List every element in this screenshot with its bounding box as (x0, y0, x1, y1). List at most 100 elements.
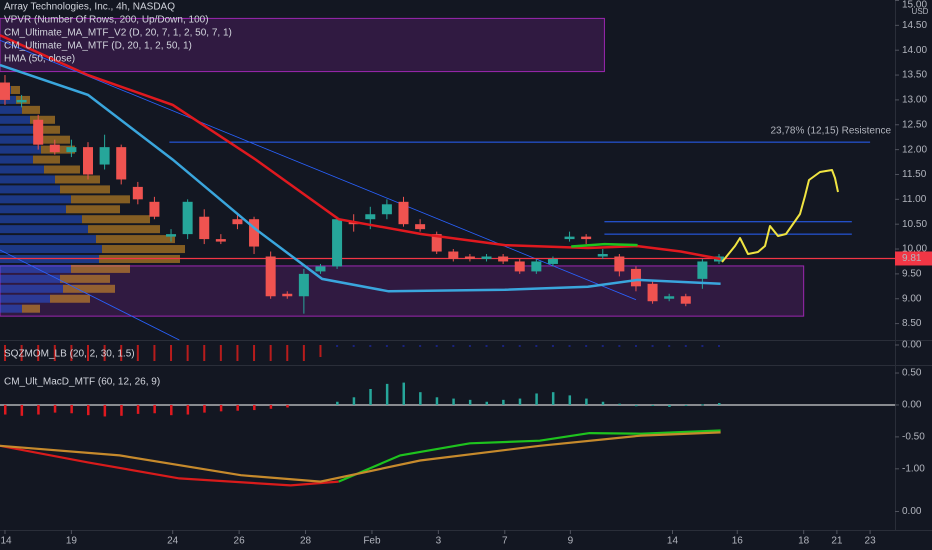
volume-up (0, 225, 88, 234)
volume-up (0, 195, 71, 204)
unit-label: USD (912, 7, 929, 16)
candle-body (332, 219, 343, 267)
last-price-label: 9.81 (902, 253, 922, 264)
trend-line (0, 249, 180, 341)
moving-average (571, 242, 638, 248)
y-tick-label: 0.00 (902, 400, 922, 411)
momentum-bar (302, 345, 305, 361)
macd-bar (269, 404, 273, 409)
macd-bar (53, 404, 57, 413)
macd-bar (402, 382, 405, 405)
candle-body (664, 296, 675, 299)
macd-bar (20, 404, 24, 416)
macd-bar (186, 404, 190, 415)
macd-bar (601, 401, 605, 405)
macd-bar (136, 404, 140, 414)
momentum-bar (136, 345, 139, 361)
momentum-bar (186, 345, 189, 361)
volume-up (0, 235, 96, 244)
volume-up (0, 264, 71, 273)
x-tick-label: 16 (732, 536, 744, 547)
macd-bar (369, 388, 372, 405)
macd-line (0, 431, 721, 483)
momentum-bar (668, 345, 671, 347)
volume-up (0, 205, 66, 214)
momentum-bar (585, 345, 588, 347)
annotation: 23,78% (12,15) Resistence (770, 125, 891, 136)
momentum-bar (53, 345, 56, 361)
volume-up (0, 274, 60, 283)
macd-bar (651, 404, 655, 406)
candle-body (66, 147, 77, 153)
volume-up (0, 165, 44, 174)
momentum-bar (419, 345, 422, 347)
macd-bar (219, 404, 223, 412)
macd-bar (153, 404, 156, 414)
macd-bar (87, 404, 90, 416)
volume-down (102, 245, 185, 254)
volume-down (66, 205, 120, 214)
x-tick-label: 28 (300, 536, 312, 547)
momentum-bar (502, 345, 505, 347)
macd-bar (502, 399, 505, 405)
candle-body (597, 254, 608, 257)
macd-bar (70, 404, 73, 414)
candle-body (199, 216, 210, 240)
momentum-bar (87, 345, 90, 361)
macd-bar (352, 397, 356, 405)
x-tick-label: 24 (167, 536, 179, 547)
momentum-bar (535, 345, 538, 347)
candle-body (630, 268, 641, 287)
macd-bar (701, 404, 704, 406)
macd-bar (585, 398, 588, 405)
candle-body (166, 234, 177, 237)
macd-bar (717, 403, 721, 405)
legend-entry: VPVR (Number Of Rows, 200, Up/Down, 100) (4, 15, 209, 26)
moving-average (0, 63, 721, 293)
x-tick-label: 21 (831, 536, 843, 547)
momentum-bar (236, 345, 239, 361)
momentum-bar (269, 345, 272, 361)
candle-body (298, 273, 309, 297)
momentum-bar (70, 345, 73, 361)
y-tick-label: 8.50 (902, 318, 922, 329)
hand-drawing (721, 169, 839, 263)
momentum-bar (319, 345, 322, 357)
momentum-bar (37, 345, 40, 361)
macd-bar (468, 399, 472, 405)
zone-box (0, 17, 605, 73)
x-tick-label: 7 (502, 536, 508, 547)
volume-down (33, 125, 60, 134)
volume-up (0, 115, 30, 124)
legend-entry: CM_Ultimate_MA_MTF (D, 20, 1, 2, 50, 1) (4, 41, 192, 52)
trend-line (0, 39, 637, 301)
macd-bar (103, 404, 107, 417)
candle-body (647, 283, 658, 302)
volume-up (0, 215, 82, 224)
momentum-bar (369, 345, 372, 347)
volume-up (0, 135, 38, 144)
zone-box (0, 265, 805, 317)
macd-bar (37, 404, 40, 415)
macd-bar (618, 403, 621, 405)
volume-down (55, 175, 100, 184)
volume-up (0, 294, 50, 303)
candle-body (531, 261, 542, 272)
candle-body (547, 258, 558, 264)
volume-down (71, 264, 130, 273)
momentum-bar (385, 345, 388, 347)
momentum-bar (286, 345, 289, 361)
y-tick-label: -1.00 (902, 463, 925, 474)
y-tick-label: 11.50 (902, 169, 927, 180)
y-tick-label: 14.50 (902, 20, 927, 31)
x-tick-label: 19 (66, 536, 78, 547)
macd-bar (485, 401, 489, 405)
candle-body (398, 201, 409, 225)
x-tick-label: 26 (234, 536, 246, 547)
momentum-bar (203, 345, 206, 361)
momentum-bar (253, 345, 256, 361)
volume-down (71, 195, 130, 204)
momentum-bar (336, 345, 339, 347)
